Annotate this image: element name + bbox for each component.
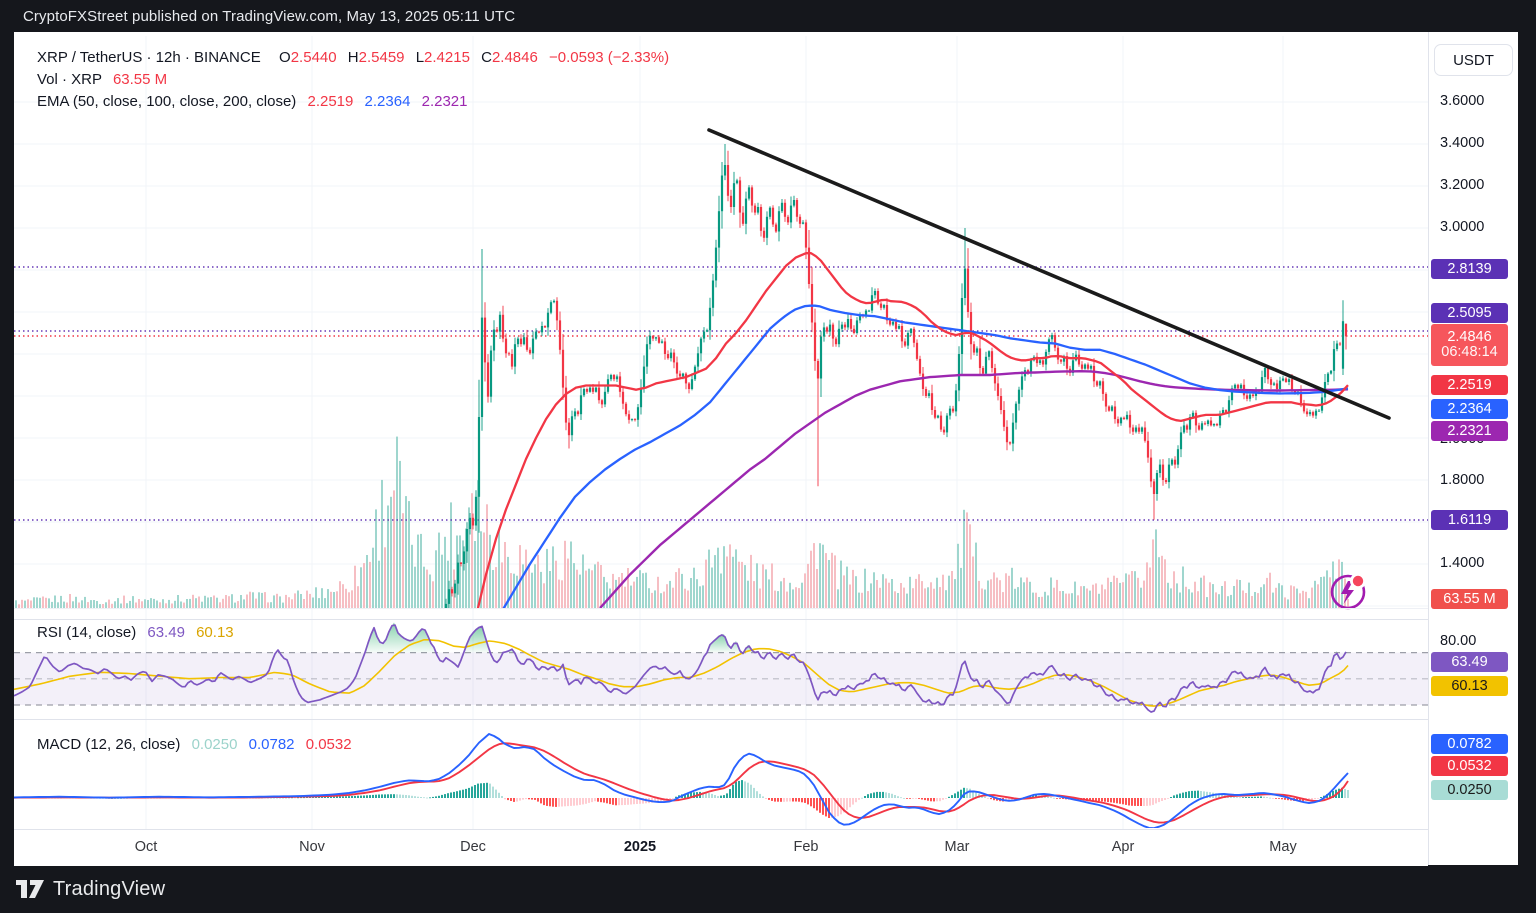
change-value: −0.0593 (−2.33%) [549, 49, 670, 66]
time-label-Oct: Oct [134, 839, 158, 855]
macd-legend-row[interactable]: MACD (12, 26, close) 0.0250 0.0782 0.053… [37, 736, 352, 753]
rsi-title[interactable]: RSI (14, close) [37, 624, 137, 641]
price-tick: 1.8000 [1440, 472, 1485, 488]
macd-signal-value: 0.0532 [305, 736, 352, 753]
ema-label[interactable]: EMA (50, close, 100, close, 200, close) [37, 93, 297, 110]
time-label-May: May [1269, 839, 1297, 855]
ohlc-high-value: 2.5459 [358, 49, 405, 66]
price-badge-2.2519: 2.2519 [1431, 375, 1508, 395]
ema-100-line[interactable] [500, 304, 1349, 615]
macd-badge-0.0532: 0.0532 [1431, 756, 1508, 776]
rsi-line[interactable] [14, 624, 1347, 713]
price-tick: 3.4000 [1440, 135, 1485, 151]
time-label-2025: 2025 [623, 839, 657, 855]
ohlc-open-value: 2.5440 [290, 49, 337, 66]
time-label-Apr: Apr [1111, 839, 1135, 855]
time-label-Mar: Mar [944, 839, 970, 855]
price-badge-2.2364: 2.2364 [1431, 399, 1508, 419]
rsi-ma-value: 60.13 [196, 624, 234, 641]
ohlc-low-value: 2.4215 [424, 49, 470, 66]
tradingview-brand-text[interactable]: TradingView [53, 877, 166, 900]
grid-lines [14, 36, 1428, 829]
rsi-overbought-fill [278, 622, 1348, 653]
volume-label[interactable]: Vol · XRP [37, 71, 102, 88]
ema200-value: 2.2321 [421, 93, 468, 110]
macd-signal-line[interactable] [14, 742, 1349, 824]
time-label-Nov: Nov [299, 839, 325, 855]
time-label-Dec: Dec [460, 839, 486, 855]
price-badge-2.4846: 2.4846 06:48:14 [1431, 324, 1508, 366]
price-badge-63.55M: 63.55 M [1431, 589, 1508, 609]
rsi-band [14, 651, 1428, 706]
ohlc-low-label: L [415, 49, 425, 66]
price-tick: 3.2000 [1440, 177, 1485, 193]
price-axis[interactable]: USDT 3.60003.40003.20003.00002.00001.800… [1428, 32, 1518, 865]
tradingview-logo-icon[interactable] [16, 879, 45, 899]
ohlc-open-label: O [279, 49, 291, 66]
ema100-value: 2.2364 [364, 93, 411, 110]
price-badge-2.8139: 2.8139 [1431, 259, 1508, 279]
rsi-legend-row[interactable]: RSI (14, close) 63.49 60.13 [37, 624, 234, 641]
macd-line-value: 0.0782 [248, 736, 295, 753]
pane-separator[interactable] [14, 719, 1517, 720]
price-tick: 3.6000 [1440, 93, 1485, 109]
pane-separator[interactable] [14, 619, 1517, 620]
footer-bar: TradingView [0, 865, 1536, 913]
chart-canvas[interactable] [14, 32, 1428, 865]
macd-title[interactable]: MACD (12, 26, close) [37, 736, 181, 753]
rsi-tick: 80.00 [1440, 633, 1477, 649]
rsi-badge-60.13: 60.13 [1431, 676, 1508, 696]
price-level-lines[interactable] [14, 266, 1428, 521]
rsi-value: 63.49 [147, 624, 185, 641]
price-badge-2.5095: 2.5095 [1431, 303, 1508, 323]
price-badge-2.2321: 2.2321 [1431, 421, 1508, 441]
price-tick: 3.0000 [1440, 219, 1485, 235]
price-badge-1.6119: 1.6119 [1431, 510, 1508, 530]
plot-bottom-line [14, 608, 1428, 609]
price-tick: 1.4000 [1440, 555, 1485, 571]
macd-badge-0.0782: 0.0782 [1431, 734, 1508, 754]
ohlc-close-value: 2.4846 [491, 49, 538, 66]
volume-value: 63.55 M [112, 71, 168, 88]
descending-trendline[interactable] [707, 128, 1391, 420]
macd-hist-value: 0.0250 [191, 736, 238, 753]
ohlc-close-label: C [481, 49, 492, 66]
ohlc-high-label: H [347, 49, 359, 66]
volume-bars [15, 436, 1349, 608]
symbol-legend-row[interactable]: XRP / TetherUS · 12h · BINANCE O2.5440 H… [37, 49, 669, 66]
candles-layer[interactable] [439, 144, 1348, 649]
ema50-value: 2.2519 [307, 93, 354, 110]
currency-unit-button[interactable]: USDT [1434, 44, 1513, 76]
macd-line[interactable] [14, 733, 1349, 828]
chart-panel[interactable]: XRP / TetherUS · 12h · BINANCE O2.5440 H… [14, 32, 1518, 866]
attribution-text: CryptoFXStreet published on TradingView.… [23, 7, 516, 25]
time-axis[interactable]: Oct Nov Dec 2025 Feb Mar Apr May [14, 829, 1428, 866]
symbol-title[interactable]: XRP / TetherUS · 12h · BINANCE [37, 49, 261, 66]
time-label-Feb: Feb [793, 839, 819, 855]
volume-legend-row[interactable]: Vol · XRP 63.55 M [37, 71, 167, 88]
rsi-badge-63.49: 63.49 [1431, 652, 1508, 672]
ema-50-line[interactable] [476, 252, 1349, 616]
macd-badge-0.0250: 0.0250 [1431, 780, 1508, 800]
attribution-bar: CryptoFXStreet published on TradingView.… [0, 0, 1536, 32]
ema-legend-row[interactable]: EMA (50, close, 100, close, 200, close) … [37, 93, 468, 110]
